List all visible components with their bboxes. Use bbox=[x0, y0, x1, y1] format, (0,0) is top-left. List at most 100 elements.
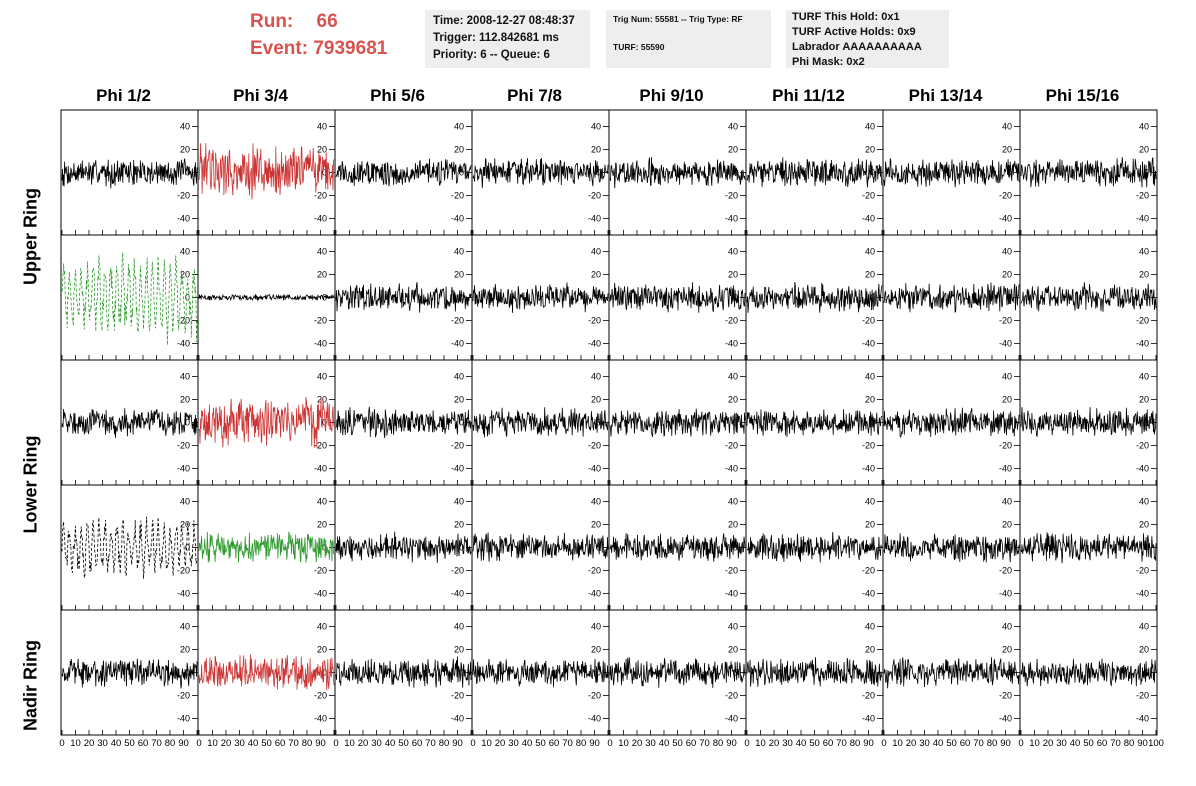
y-tick-label: -40 bbox=[999, 339, 1012, 349]
x-tick-label: 70 bbox=[425, 738, 436, 749]
turf-this-hold-text: TURF This Hold: 0x1 bbox=[792, 11, 900, 23]
y-tick-label: -20 bbox=[451, 691, 464, 701]
y-tick-label: 40 bbox=[728, 372, 738, 382]
y-tick-label: -40 bbox=[451, 589, 464, 599]
y-tick-label: -20 bbox=[177, 441, 190, 451]
y-tick-label: -20 bbox=[314, 316, 327, 326]
priority-text: Priority: 6 -- Queue: 6 bbox=[433, 49, 550, 61]
waveform-line bbox=[883, 407, 1020, 438]
y-tick-label: -20 bbox=[1136, 316, 1149, 326]
y-tick-label: -40 bbox=[1136, 214, 1149, 224]
y-tick-label: -20 bbox=[999, 316, 1012, 326]
x-tick-label: 40 bbox=[385, 738, 396, 749]
y-tick-label: 20 bbox=[180, 520, 190, 530]
waveform-line bbox=[609, 408, 746, 438]
y-tick-label: -20 bbox=[588, 691, 601, 701]
x-tick-label: 70 bbox=[973, 738, 984, 749]
y-tick-label: -40 bbox=[177, 214, 190, 224]
panel-frame bbox=[60, 484, 199, 611]
y-tick-label: -20 bbox=[588, 566, 601, 576]
y-tick-label: 0 bbox=[459, 668, 464, 678]
y-tick-label: 40 bbox=[317, 122, 327, 132]
x-tick-label: 20 bbox=[906, 738, 917, 749]
y-tick-label: -40 bbox=[314, 714, 327, 724]
y-tick-label: 20 bbox=[1139, 645, 1149, 655]
y-tick-label: 20 bbox=[728, 270, 738, 280]
column-header: Phi 15/16 bbox=[1045, 86, 1120, 105]
y-tick-label: -40 bbox=[177, 339, 190, 349]
y-tick-label: -40 bbox=[451, 714, 464, 724]
y-tick-label: 40 bbox=[180, 622, 190, 632]
y-tick-label: 40 bbox=[728, 122, 738, 132]
y-tick-label: -20 bbox=[1136, 691, 1149, 701]
y-tick-label: 40 bbox=[317, 247, 327, 257]
x-tick-label: 30 bbox=[508, 738, 519, 749]
waveform-line bbox=[1020, 532, 1157, 564]
x-tick-label: 80 bbox=[576, 738, 587, 749]
event-value: 7939681 bbox=[313, 38, 388, 59]
x-tick-label: 20 bbox=[769, 738, 780, 749]
y-tick-label: -40 bbox=[999, 589, 1012, 599]
y-tick-label: -40 bbox=[588, 214, 601, 224]
x-tick-label: 100 bbox=[1148, 738, 1164, 749]
y-tick-label: 20 bbox=[591, 645, 601, 655]
y-tick-label: 40 bbox=[1002, 247, 1012, 257]
waveform-line bbox=[746, 157, 883, 188]
turf-info-box: TURF This Hold: 0x1 TURF Active Holds: 0… bbox=[786, 10, 949, 68]
y-tick-label: -20 bbox=[999, 566, 1012, 576]
y-tick-label: 0 bbox=[185, 418, 190, 428]
y-tick-label: 20 bbox=[180, 395, 190, 405]
x-tick-label: 40 bbox=[933, 738, 944, 749]
y-tick-label: -20 bbox=[999, 691, 1012, 701]
y-tick-label: 0 bbox=[322, 543, 327, 553]
x-tick-label: 30 bbox=[1056, 738, 1067, 749]
x-tick-label: 20 bbox=[358, 738, 369, 749]
y-tick-label: -40 bbox=[177, 464, 190, 474]
y-tick-label: 20 bbox=[1002, 645, 1012, 655]
x-tick-label: 80 bbox=[1124, 738, 1135, 749]
y-tick-label: 0 bbox=[185, 293, 190, 303]
x-tick-label: 90 bbox=[726, 738, 737, 749]
y-tick-label: 20 bbox=[180, 270, 190, 280]
x-tick-label: 90 bbox=[315, 738, 326, 749]
y-tick-label: 20 bbox=[1139, 395, 1149, 405]
y-tick-label: 40 bbox=[180, 247, 190, 257]
y-tick-label: -40 bbox=[314, 214, 327, 224]
waveform-line bbox=[472, 157, 609, 189]
y-tick-label: -20 bbox=[588, 191, 601, 201]
y-tick-label: 20 bbox=[180, 645, 190, 655]
y-tick-label: -20 bbox=[725, 441, 738, 451]
y-tick-label: 40 bbox=[317, 372, 327, 382]
x-tick-label: 10 bbox=[618, 738, 629, 749]
waveform-line bbox=[472, 658, 609, 688]
y-tick-label: 40 bbox=[865, 497, 875, 507]
y-tick-label: 40 bbox=[454, 372, 464, 382]
x-tick-label: 80 bbox=[713, 738, 724, 749]
x-tick-label: 60 bbox=[549, 738, 560, 749]
waveform-line bbox=[335, 282, 472, 313]
y-tick-label: -20 bbox=[862, 316, 875, 326]
x-tick-label: 20 bbox=[84, 738, 95, 749]
y-tick-label: 0 bbox=[322, 168, 327, 178]
y-tick-label: -20 bbox=[725, 566, 738, 576]
y-tick-label: -20 bbox=[177, 316, 190, 326]
panel-frame bbox=[745, 234, 884, 361]
y-tick-label: 40 bbox=[865, 122, 875, 132]
waveform-line bbox=[609, 282, 746, 313]
y-tick-label: -20 bbox=[725, 316, 738, 326]
x-tick-label: 30 bbox=[234, 738, 245, 749]
waveform-line bbox=[61, 516, 198, 580]
y-tick-label: 0 bbox=[459, 418, 464, 428]
x-tick-label: 70 bbox=[151, 738, 162, 749]
y-tick-label: 20 bbox=[591, 520, 601, 530]
y-tick-label: -40 bbox=[314, 464, 327, 474]
y-tick-label: -40 bbox=[588, 589, 601, 599]
y-tick-label: 20 bbox=[728, 395, 738, 405]
y-tick-label: 40 bbox=[317, 497, 327, 507]
waveform-line bbox=[198, 654, 335, 691]
y-tick-label: -40 bbox=[725, 339, 738, 349]
y-tick-label: 40 bbox=[591, 497, 601, 507]
y-tick-label: 40 bbox=[1139, 122, 1149, 132]
turf-text: TURF: 55590 bbox=[613, 42, 665, 52]
waveform-line bbox=[335, 531, 472, 563]
